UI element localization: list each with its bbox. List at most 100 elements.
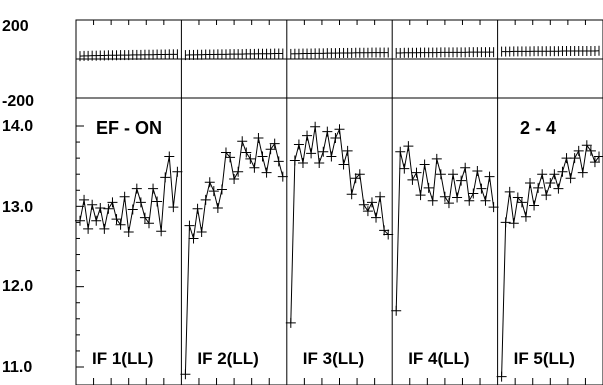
segment-point: [119, 191, 130, 202]
segment-point: [391, 305, 402, 316]
segment-point: [204, 177, 215, 188]
segment-point: [468, 188, 479, 199]
segment-point: [322, 126, 333, 137]
segment-point: [75, 215, 85, 226]
segment-point: [220, 147, 231, 158]
segment-point: [435, 169, 446, 180]
segment-point: [569, 153, 580, 164]
segment-point: [249, 162, 260, 173]
segment-point: [516, 197, 527, 208]
segment-point: [302, 130, 313, 141]
segment-point: [277, 171, 288, 182]
segment-point: [135, 197, 146, 208]
segment-point: [338, 159, 349, 170]
segment-point: [500, 217, 511, 228]
segment-point: [383, 229, 394, 240]
segment-point: [399, 163, 410, 174]
segment-point: [508, 218, 519, 229]
segment-point: [346, 189, 357, 200]
segment-point: [152, 196, 163, 207]
segment-point: [168, 202, 179, 213]
bottom-tick-label-13: 13.0: [2, 199, 33, 216]
segment-point: [115, 219, 126, 230]
segment-point: [395, 146, 406, 157]
segment-point: [99, 223, 110, 234]
segment-point: [83, 223, 94, 234]
segment-point: [375, 191, 386, 202]
segment-point: [326, 151, 337, 162]
segment-point: [565, 173, 576, 184]
segment-point: [480, 195, 491, 206]
segment-point: [452, 192, 463, 203]
segment-point: [448, 169, 459, 180]
segment-point: [585, 145, 596, 156]
segment-point: [143, 218, 154, 229]
segment-point: [439, 191, 450, 202]
segment-point: [460, 162, 471, 173]
segment-point: [91, 215, 102, 226]
segment-point: [371, 212, 382, 223]
segment-point: [520, 211, 531, 222]
segment-point: [350, 173, 361, 184]
segment-point: [233, 166, 244, 177]
segment-point: [342, 145, 353, 156]
segment-point: [172, 166, 183, 177]
segment-point: [127, 204, 138, 215]
segment-point: [245, 153, 256, 164]
segment-point: [403, 141, 414, 152]
segment-point: [253, 133, 264, 144]
segment-point: [366, 197, 377, 208]
segment-point: [553, 183, 564, 194]
segment-point: [589, 157, 600, 168]
segment-point: [216, 184, 227, 195]
segment-point: [541, 190, 552, 201]
segment-point: [358, 199, 369, 210]
segment-point: [79, 194, 90, 205]
dynamic-layer: IF 1(LL) IF 2(LL) IF 3(LL) IF 4(LL) IF 5(LL): [75, 20, 603, 385]
segment-point: [269, 138, 280, 149]
segment-point: [208, 186, 219, 197]
segment-point: [427, 195, 438, 206]
segment-point: [318, 146, 329, 157]
segment-point: [160, 172, 171, 183]
annotation-ef-on: EF - ON: [96, 118, 162, 138]
segment-point: [334, 124, 345, 135]
segment-point: [379, 225, 390, 236]
segment-line: [184, 137, 284, 375]
segment-point: [330, 133, 341, 144]
segment-point: [581, 140, 592, 151]
segment-point: [415, 190, 426, 201]
segment-label: IF 5(LL): [514, 349, 575, 368]
segment-label: IF 2(LL): [197, 349, 258, 368]
segment-point: [289, 155, 300, 166]
segment-point: [123, 227, 134, 238]
segment-point: [188, 233, 199, 244]
segment-point: [241, 147, 252, 158]
segment-point: [87, 199, 98, 210]
segment-point: [273, 156, 284, 167]
segment-point: [512, 192, 523, 203]
segment-point: [95, 202, 106, 213]
segment-point: [362, 206, 373, 217]
bottom-panel-frame: [75, 97, 603, 385]
segment-point: [537, 169, 548, 180]
segment-point: [577, 167, 588, 178]
segment-point: [549, 169, 560, 180]
segment-point: [557, 166, 568, 177]
segment-point: [545, 178, 556, 189]
segment-point: [237, 136, 248, 147]
top-tick-label-min: -200: [2, 93, 34, 110]
segment-point: [533, 182, 544, 193]
segment-point: [229, 174, 240, 185]
segment-point: [529, 200, 540, 211]
segment-label: IF 3(LL): [303, 349, 364, 368]
segment-point: [476, 183, 487, 194]
segment-point: [411, 167, 422, 178]
segment-point: [261, 167, 272, 178]
segment-point: [212, 202, 223, 213]
segment-point: [257, 151, 268, 162]
segment-point: [314, 157, 325, 168]
segment-point: [225, 152, 236, 163]
